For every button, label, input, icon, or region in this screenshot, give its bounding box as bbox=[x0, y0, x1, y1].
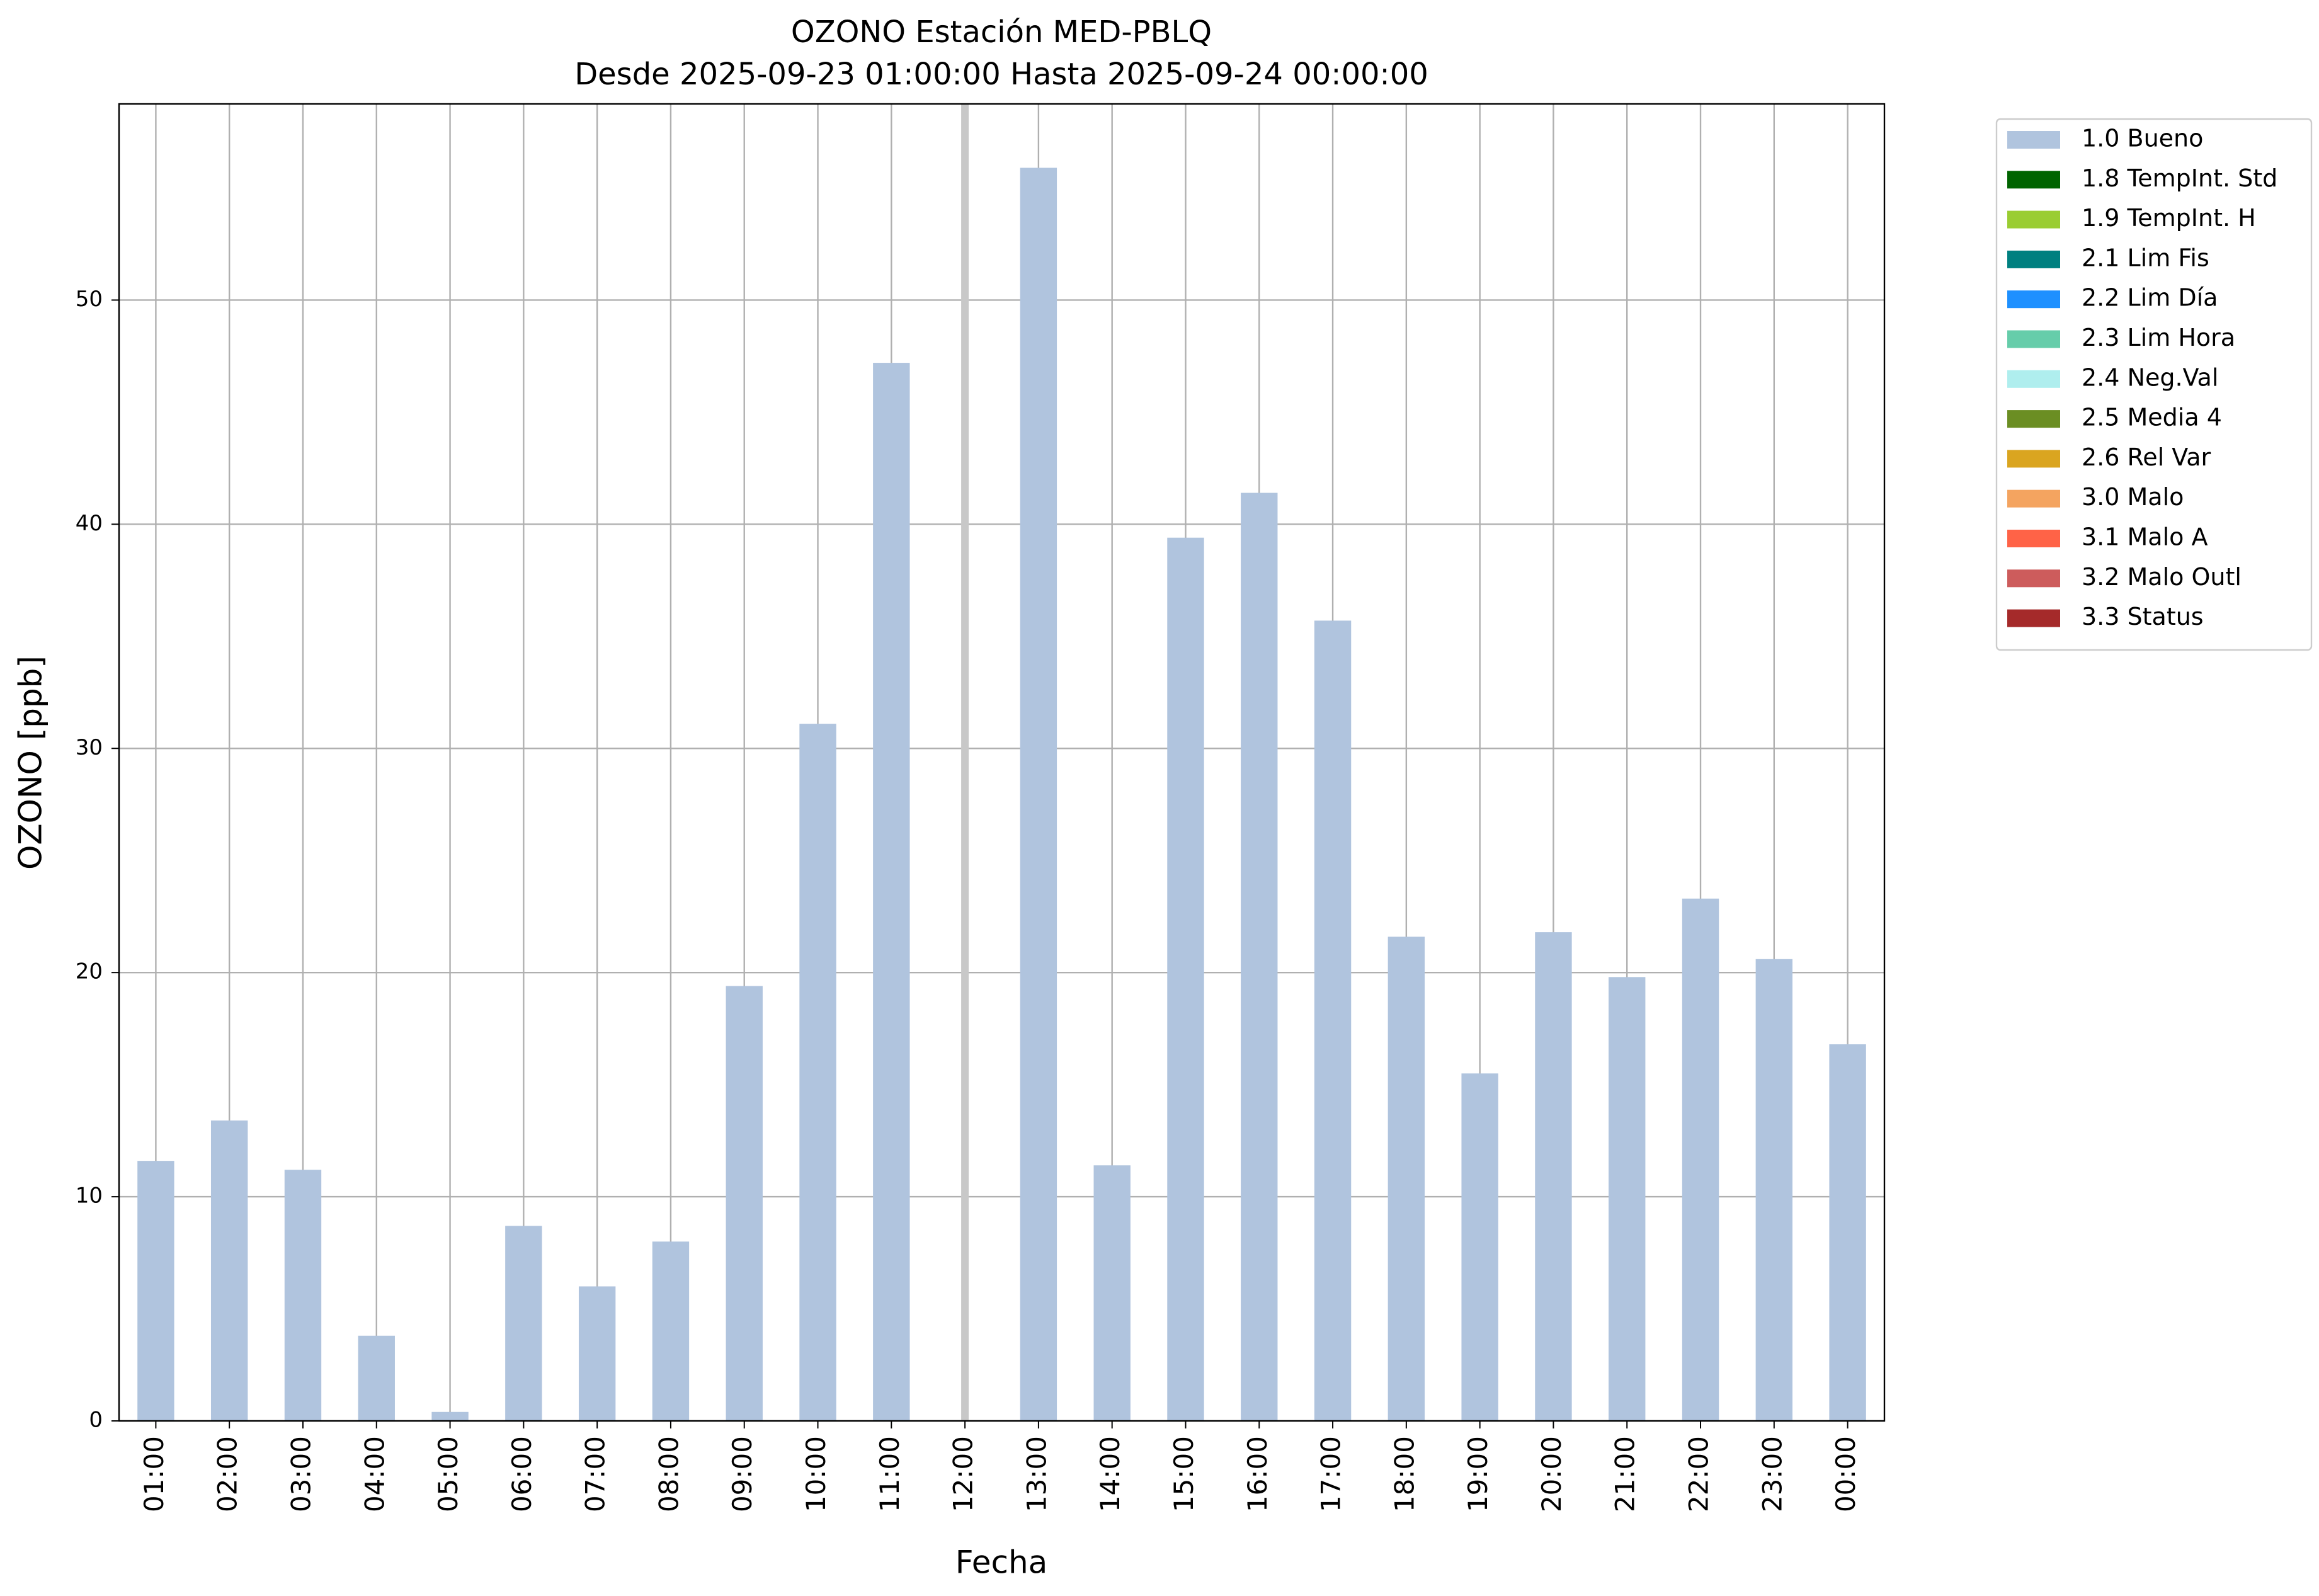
x-tick-label: 15:00 bbox=[1168, 1436, 1199, 1512]
chart-title: OZONO Estación MED-PBLQ bbox=[791, 14, 1212, 50]
legend-label: 1.9 TempInt. H bbox=[2082, 204, 2256, 232]
x-tick-label: 02:00 bbox=[212, 1436, 243, 1512]
x-tick-label: 19:00 bbox=[1462, 1436, 1493, 1512]
legend-label: 2.1 Lim Fis bbox=[2082, 244, 2209, 271]
legend-swatch bbox=[2007, 489, 2060, 508]
y-tick-label: 40 bbox=[76, 511, 103, 536]
bar bbox=[1241, 493, 1278, 1421]
bar bbox=[505, 1226, 542, 1421]
bar bbox=[1535, 932, 1572, 1421]
bar bbox=[652, 1241, 690, 1421]
bar bbox=[431, 1411, 469, 1421]
y-tick-label: 30 bbox=[76, 735, 103, 760]
bar bbox=[873, 363, 910, 1421]
x-tick-label: 06:00 bbox=[506, 1436, 537, 1512]
legend-label: 3.3 Status bbox=[2082, 603, 2204, 630]
bar bbox=[1609, 977, 1646, 1421]
legend-swatch bbox=[2007, 330, 2060, 348]
bar bbox=[284, 1170, 322, 1421]
legend-swatch bbox=[2007, 290, 2060, 309]
legend-label: 3.0 Malo bbox=[2082, 483, 2184, 511]
legend-swatch bbox=[2007, 450, 2060, 468]
legend-label: 2.6 Rel Var bbox=[2082, 443, 2211, 471]
legend-swatch bbox=[2007, 210, 2060, 229]
x-tick-label: 22:00 bbox=[1684, 1436, 1714, 1512]
bar bbox=[1387, 937, 1425, 1421]
bar bbox=[1829, 1044, 1866, 1421]
x-tick-label: 18:00 bbox=[1389, 1436, 1420, 1512]
bar bbox=[799, 724, 836, 1421]
legend-swatch bbox=[2007, 609, 2060, 627]
legend-label: 3.1 Malo A bbox=[2082, 523, 2208, 551]
y-tick-label: 0 bbox=[89, 1408, 103, 1433]
bar bbox=[1755, 959, 1793, 1421]
y-tick-label: 10 bbox=[76, 1183, 103, 1209]
x-tick-label: 03:00 bbox=[285, 1436, 316, 1512]
x-tick-label: 20:00 bbox=[1536, 1436, 1567, 1512]
x-tick-label: 04:00 bbox=[359, 1436, 390, 1512]
legend-label: 1.8 TempInt. Std bbox=[2082, 164, 2277, 192]
plot-frame bbox=[118, 103, 1886, 1422]
legend-label: 2.3 Lim Hora bbox=[2082, 324, 2235, 351]
bar bbox=[210, 1120, 248, 1421]
x-tick-label: 12:00 bbox=[948, 1436, 979, 1512]
y-tick-label: 50 bbox=[76, 287, 103, 312]
x-tick-label: 23:00 bbox=[1757, 1436, 1787, 1512]
y-axis-label: OZONO [ppb] bbox=[13, 656, 49, 870]
x-tick-label: 21:00 bbox=[1610, 1436, 1641, 1512]
legend-box bbox=[1995, 118, 2313, 651]
legend-swatch bbox=[2007, 410, 2060, 428]
chart-subtitle: Desde 2025-09-23 01:00:00 Hasta 2025-09-… bbox=[574, 57, 1428, 92]
x-tick-label: 08:00 bbox=[653, 1436, 684, 1512]
y-tick-label: 20 bbox=[76, 959, 103, 984]
bar bbox=[1020, 168, 1057, 1421]
legend-swatch bbox=[2007, 569, 2060, 588]
bar bbox=[1093, 1165, 1131, 1421]
legend-swatch bbox=[2007, 171, 2060, 189]
bar bbox=[1461, 1073, 1498, 1421]
legend-label: 1.0 Bueno bbox=[2082, 125, 2203, 152]
legend-swatch bbox=[2007, 131, 2060, 149]
x-tick-label: 14:00 bbox=[1095, 1436, 1125, 1512]
x-tick-label: 17:00 bbox=[1316, 1436, 1347, 1512]
x-tick-label: 10:00 bbox=[801, 1436, 831, 1512]
bar bbox=[1167, 537, 1204, 1421]
legend-label: 2.5 Media 4 bbox=[2082, 404, 2222, 431]
x-tick-label: 16:00 bbox=[1242, 1436, 1273, 1512]
x-tick-label: 13:00 bbox=[1021, 1436, 1052, 1512]
bar bbox=[726, 986, 763, 1421]
bar bbox=[358, 1335, 395, 1421]
legend-swatch bbox=[2007, 530, 2060, 547]
x-axis-label: Fecha bbox=[955, 1544, 1048, 1581]
legend-label: 2.2 Lim Día bbox=[2082, 284, 2218, 312]
x-tick-label: 01:00 bbox=[139, 1436, 169, 1512]
x-tick-label: 05:00 bbox=[433, 1436, 464, 1512]
bar bbox=[1314, 620, 1352, 1422]
legend-swatch bbox=[2007, 250, 2060, 268]
legend-swatch bbox=[2007, 370, 2060, 388]
x-tick-label: 11:00 bbox=[874, 1436, 905, 1512]
x-tick-label: 00:00 bbox=[1830, 1436, 1861, 1512]
legend-label: 3.2 Malo Outl bbox=[2082, 563, 2242, 591]
bar bbox=[578, 1286, 616, 1421]
legend-label: 2.4 Neg.Val bbox=[2082, 363, 2218, 391]
bar bbox=[1682, 898, 1719, 1421]
x-tick-label: 07:00 bbox=[580, 1436, 611, 1512]
bar bbox=[137, 1161, 174, 1421]
x-tick-label: 09:00 bbox=[727, 1436, 758, 1512]
